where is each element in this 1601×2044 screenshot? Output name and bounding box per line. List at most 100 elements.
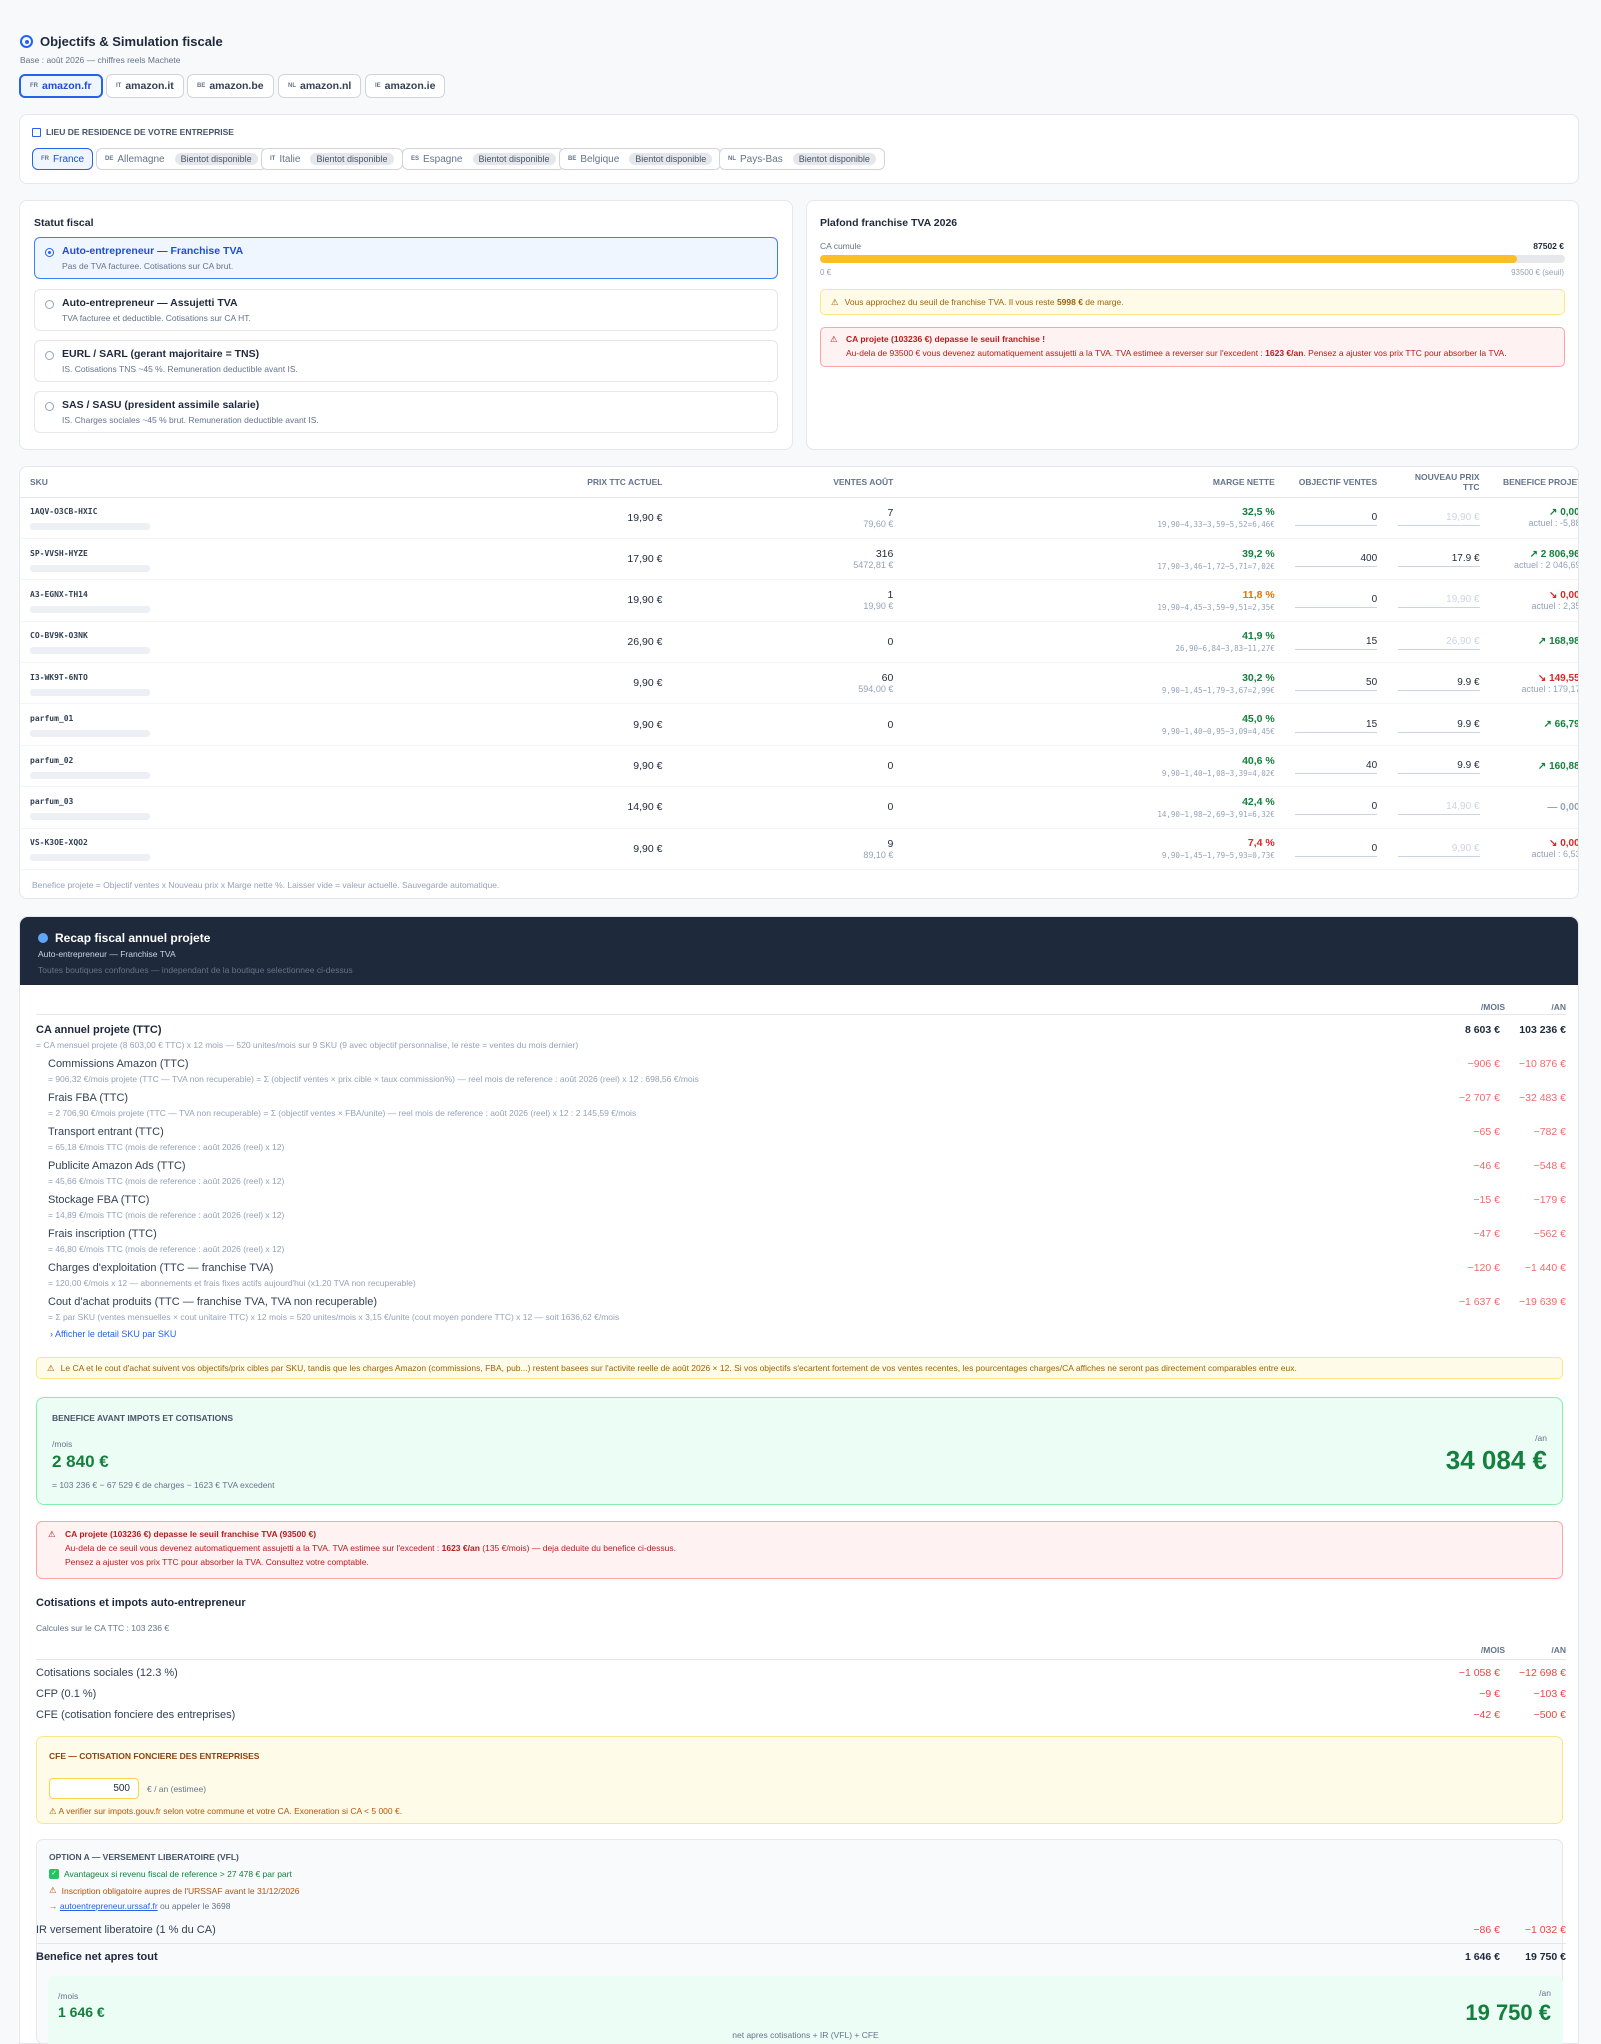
- prix-cell: 19,90 €: [441, 579, 673, 622]
- sku-id: SP-VVSH-HYZE: [30, 548, 88, 558]
- objectif-input[interactable]: 50: [1295, 675, 1378, 692]
- objectif-input[interactable]: 40: [1295, 758, 1378, 775]
- sku-id: parfum_02: [30, 755, 74, 765]
- page-subtitle: Base : août 2026 — chiffres reels Machet…: [20, 55, 181, 65]
- nouveau-prix-input[interactable]: 26,90 €: [1397, 634, 1480, 650]
- benefice-mois-label: /mois: [52, 1439, 73, 1449]
- nouveau-prix-cell: 19,90 €: [1387, 497, 1490, 539]
- nouveau-prix-cell: 19,90 €: [1387, 579, 1490, 622]
- objectif-input[interactable]: 0: [1295, 841, 1378, 857]
- ir-line: IR versement liberatoire (1 % du CA) −86 …: [36, 1924, 1566, 1936]
- vfl-link-line: → autoentrepreneur.urssaf.fr ou appeler …: [49, 1901, 231, 1911]
- charge-detail: = 65,18 €/mois TTC (mois de reference : …: [48, 1142, 285, 1152]
- nouveau-prix-input[interactable]: 9,90 €: [1397, 841, 1480, 857]
- objectif-input[interactable]: 0: [1295, 799, 1378, 816]
- col-benefice: BENEFICE PROJETE: [1489, 467, 1578, 498]
- table-row: SP-VVSH-HYZE 17,90 €316 5472,81 €39,2 % 17,…: [20, 538, 1578, 581]
- country-italie[interactable]: IT Italie Bientot disponible: [261, 148, 403, 170]
- marge-cell: 11,8 % 19,90−4,45−3,59−9,51=2,35€: [903, 579, 1285, 622]
- country-allemagne[interactable]: DE Allemagne Bientot disponible: [96, 148, 267, 170]
- sku-id: CO-BV9K-O3NK: [30, 631, 88, 641]
- objectif-input[interactable]: 0: [1295, 592, 1378, 609]
- cfe-input[interactable]: 500: [49, 1778, 139, 1799]
- benefice-cell: ↗ 2 806,96 €actuel : 2 046,69 €: [1489, 538, 1578, 581]
- option-ae-assujetti[interactable]: Auto-entrepreneur — Assujetti TVA TVA fac…: [34, 289, 778, 331]
- sku-id: parfum_03: [30, 796, 74, 806]
- objectif-input[interactable]: 15: [1295, 717, 1378, 733]
- marge-cell: 7,4 % 9,90−1,45−1,79−5,93=0,73€: [903, 828, 1285, 871]
- charge-line: Charges d'exploitation (TTC — franchise …: [48, 1262, 1566, 1274]
- final-an: 19 750 €: [1465, 2000, 1551, 2025]
- table-row: parfum_01 9,90 €0 45,0 % 9,90−1,40−0,95−3,0…: [20, 703, 1578, 746]
- ventes-cell: 9 89,10 €: [672, 828, 904, 871]
- chevron-right-icon: ›: [50, 1329, 53, 1339]
- tab-amazon-fr[interactable]: FR amazon.fr: [19, 74, 103, 98]
- nouveau-prix-cell: 9.9 €: [1387, 662, 1490, 705]
- ca-annuel-line: CA annuel projete (TTC) 8 603 €103 236 €: [36, 1024, 1566, 1036]
- charge-detail: = 14,89 €/mois TTC (mois de reference : …: [48, 1210, 285, 1220]
- tab-amazon-nl[interactable]: NL amazon.nl: [278, 74, 362, 98]
- charge-detail: = 906,32 €/mois projete (TTC — TVA non r…: [48, 1074, 699, 1084]
- sku-id: parfum_01: [30, 714, 74, 724]
- net-line: Benefice net apres tout 1 646 €19 750 €: [36, 1951, 1566, 1963]
- tab-amazon-it[interactable]: IT amazon.it: [106, 74, 184, 98]
- country-france[interactable]: FR France: [32, 148, 94, 170]
- sku-cell: SP-VVSH-HYZE: [20, 538, 442, 581]
- nouveau-prix-input[interactable]: 17.9 €: [1397, 551, 1480, 568]
- sku-cell: A3-EGNX-TH14: [20, 579, 442, 622]
- sku-id: I3-WK9T-6NTO: [30, 672, 88, 682]
- prix-cell: 9,90 €: [441, 828, 673, 871]
- tab-amazon-be[interactable]: BE amazon.be: [187, 74, 274, 98]
- benefice-cell: ↘ 0,00 €actuel : 6,53 €: [1489, 828, 1578, 871]
- nouveau-prix-input[interactable]: 19,90 €: [1397, 592, 1480, 609]
- nouveau-prix-cell: 9,90 €: [1387, 828, 1490, 871]
- option-sas-sasu[interactable]: SAS / SASU (president assimile salarie) I…: [34, 391, 778, 433]
- ca-cumule-value: 87502 €: [1533, 241, 1564, 251]
- prix-cell: 9,90 €: [441, 703, 673, 746]
- nouveau-prix-input[interactable]: 9.9 €: [1397, 717, 1480, 733]
- option-eurl-sarl[interactable]: EURL / SARL (gerant majoritaire = TNS) IS…: [34, 340, 778, 382]
- col-header-mois: /MOIS: [1480, 1002, 1505, 1012]
- nouveau-prix-input[interactable]: 9.9 €: [1397, 758, 1480, 775]
- nouveau-prix-input[interactable]: 9.9 €: [1397, 675, 1480, 692]
- statut-card: Statut fiscal Auto-entrepreneur — Franch…: [19, 200, 793, 450]
- country-espagne[interactable]: ES Espagne Bientot disponible: [402, 148, 565, 170]
- benefice-an-label: /an: [1535, 1433, 1547, 1443]
- sku-id: VS-K3OE-XQO2: [30, 838, 88, 848]
- ventes-cell: 316 5472,81 €: [672, 538, 904, 581]
- objectif-input[interactable]: 400: [1295, 551, 1378, 568]
- charge-detail: = Σ par SKU (ventes mensuelles × cout un…: [48, 1312, 620, 1322]
- cotisation-line: Cotisations sociales (12.3 %) −1 058 € −12…: [36, 1667, 1566, 1679]
- col-marge: MARGE NETTE: [903, 467, 1285, 498]
- detail-sku-link[interactable]: › Afficher le detail SKU par SKU: [50, 1329, 177, 1339]
- warning-icon: ⚠: [47, 1362, 55, 1373]
- table-row: 1AQV-O3CB-HXIC 19,90 €7 79,60 €32,5 % 19,90…: [20, 497, 1578, 539]
- option-ae-franchise[interactable]: Auto-entrepreneur — Franchise TVA Pas de …: [34, 237, 778, 279]
- recap-dot-icon: [38, 933, 48, 943]
- alert-icon: ⚠: [48, 1529, 56, 1539]
- sku-table-card: SKU PRIX TTC ACTUEL VENTES AOÛT MARGE NE…: [19, 466, 1579, 899]
- country-belgique[interactable]: BE Belgique Bientot disponible: [559, 148, 722, 170]
- sku-cell: CO-BV9K-O3NK: [20, 621, 442, 664]
- objectif-input[interactable]: 0: [1295, 510, 1378, 526]
- sku-table: SKU PRIX TTC ACTUEL VENTES AOÛT MARGE NE…: [20, 467, 1578, 871]
- recap-title: Recap fiscal annuel projete: [55, 931, 211, 945]
- cotisations-title: Cotisations et impots auto-entrepreneur: [36, 1597, 246, 1609]
- product-name-redacted: [30, 771, 150, 779]
- product-name-redacted: [30, 688, 150, 696]
- nouveau-prix-input[interactable]: 14,90 €: [1397, 799, 1480, 816]
- marge-cell: 40,6 % 9,90−1,40−1,08−3,39=4,02€: [903, 745, 1285, 788]
- benefice-detail: = 103 236 € − 67 529 € de charges − 1623…: [52, 1480, 275, 1490]
- table-row: parfum_03 14,90 €0 42,4 % 14,90−1,98−2,69−3…: [20, 786, 1578, 829]
- objectif-input[interactable]: 15: [1295, 634, 1378, 650]
- tab-amazon-ie[interactable]: IE amazon.ie: [365, 74, 446, 98]
- nouveau-prix-input[interactable]: 19,90 €: [1397, 510, 1480, 526]
- progress-max: 93500 € (seuil): [1511, 268, 1564, 277]
- benefice-cell: ↗ 0,00 €actuel : -5,88 €: [1489, 497, 1578, 539]
- prix-cell: 9,90 €: [441, 745, 673, 788]
- vfl-title: OPTION A — VERSEMENT LIBERATOIRE (VFL): [49, 1852, 239, 1862]
- urssaf-link[interactable]: autoentrepreneur.urssaf.fr: [59, 1901, 158, 1911]
- product-name-redacted: [30, 730, 150, 738]
- page-title: Objectifs & Simulation fiscale: [40, 34, 223, 49]
- country-pays-bas[interactable]: NL Pays-Bas Bientot disponible: [719, 148, 885, 170]
